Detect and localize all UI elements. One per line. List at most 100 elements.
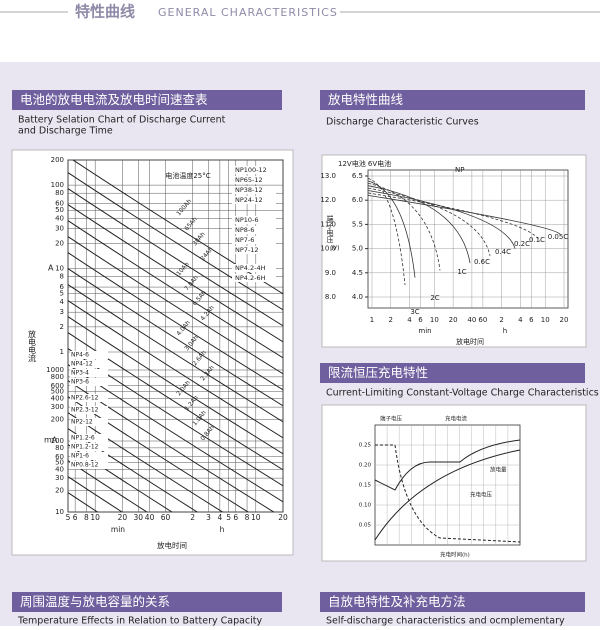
y-tick-label: 800: [51, 373, 64, 381]
y-tick-label: 300: [51, 403, 64, 411]
label-bg: [232, 186, 276, 194]
y-tick-label: 0.20: [359, 463, 372, 469]
label-bg: [70, 351, 108, 359]
x-tick-label: 10: [90, 513, 100, 522]
y-tick-label: 10: [55, 265, 64, 273]
chart-label: 端子电压: [380, 415, 403, 423]
section-title: 自放电特性及补充电方法: [328, 594, 466, 609]
section-subtitle: Battery Selation Chart of Discharge Curr…: [18, 115, 226, 126]
y-tick-label: 5.0: [352, 245, 363, 253]
curve: [367, 182, 441, 271]
x-tick-label: 8: [245, 513, 250, 522]
x-tick-label: 30: [134, 513, 144, 522]
label-bg: [70, 443, 108, 451]
axis-title: 放电时间: [157, 540, 187, 550]
y-tick-label: 30: [55, 225, 64, 233]
x-tick-label: 6: [73, 513, 78, 522]
model-label: NP4-6: [71, 352, 89, 359]
curve: [367, 178, 406, 285]
x-tick-label: 10: [430, 316, 439, 324]
curve: [68, 476, 123, 512]
unit-label: min: [418, 327, 431, 335]
section-title: 放电特性曲线: [328, 92, 404, 107]
model-label: NP2-12: [71, 419, 93, 426]
x-tick-label: 2: [499, 316, 503, 324]
y-tick-label: 80: [55, 444, 64, 452]
y-tick-label: 1: [60, 348, 64, 356]
chart-label: 充电电压: [470, 491, 493, 499]
x-tick-label: 4: [407, 316, 412, 324]
curve: [68, 252, 283, 391]
y-tick-label: 80: [55, 189, 64, 197]
y-tick-label: 50: [55, 206, 64, 214]
y-tick-label: 40: [55, 465, 64, 473]
curve: [374, 439, 521, 491]
model-label: NP7-6: [235, 236, 254, 244]
chart-header: NP: [455, 166, 464, 174]
section-subtitle: and Discharge Time: [18, 126, 113, 137]
curve-label: 2C: [430, 294, 439, 302]
section-bar: [320, 363, 585, 383]
model-label: NP65-12: [235, 176, 263, 184]
y-tick-label: 13.0: [320, 172, 336, 180]
curve: [367, 192, 541, 242]
model-label: NP4-12: [71, 361, 93, 368]
chart-label: 充电时间(h): [440, 551, 470, 559]
y-tick-label: 100: [51, 437, 64, 445]
curve: [68, 188, 283, 327]
curve: [68, 460, 148, 512]
y-tick-label: 50: [55, 458, 64, 466]
label-bg: [232, 246, 276, 254]
curve-label: 3C: [410, 308, 419, 316]
curve: [68, 236, 283, 375]
y-tick-label: 60: [55, 200, 64, 208]
curve: [367, 180, 416, 278]
curve: [68, 220, 283, 359]
x-tick-label: 6: [529, 316, 534, 324]
curve: [68, 396, 250, 512]
y-tick-label: 20: [55, 487, 64, 495]
x-tick-label: 1: [370, 316, 374, 324]
model-label: NP38-12: [235, 186, 263, 194]
label-bg: [70, 461, 108, 469]
model-label: NP100-12: [235, 166, 267, 174]
x-tick-label: 10: [541, 316, 550, 324]
section-bar: [320, 90, 585, 110]
y-tick-label: 9.0: [325, 269, 336, 277]
model-label: NP4.2-4H: [235, 264, 266, 272]
curve-label: 0.2C: [514, 240, 530, 248]
y-tick-label: 500: [51, 387, 64, 395]
x-tick-label: 5: [226, 513, 231, 522]
x-tick-label: 60: [161, 513, 171, 522]
section-title: 限流恒压充电特性: [328, 365, 428, 380]
x-tick-label: 3: [206, 513, 211, 522]
curve: [374, 449, 521, 541]
chart-box: [321, 154, 587, 348]
curve-label: 0.1C: [529, 236, 545, 244]
label-bg: [232, 274, 276, 282]
axis-title: 放电电流: [28, 329, 37, 363]
y-tick-label: 8: [60, 273, 64, 281]
y-tick-label: 600: [51, 382, 64, 390]
label-bg: [232, 236, 276, 244]
y-tick-label: 2: [60, 323, 64, 331]
curve: [68, 492, 99, 512]
curve: [68, 284, 283, 423]
model-label: NP0.8-12: [71, 462, 99, 469]
label-bg: [232, 216, 276, 224]
unit-label: h: [503, 327, 507, 335]
model-label: NP7-12: [235, 246, 259, 254]
x-tick-label: 20: [449, 316, 458, 324]
plot-frame: [367, 169, 569, 309]
label-bg: [70, 378, 108, 386]
y-tick-label: 5.5: [352, 220, 363, 228]
y-tick-label: 20: [55, 239, 64, 247]
chart-header: 12V电池 6V电池: [338, 159, 391, 168]
y-tick-label: 6.5: [352, 172, 363, 180]
x-tick-label: 20: [118, 513, 128, 522]
model-label: NP1.2-12: [71, 444, 99, 451]
section-subtitle: Self-discharge characteristics and ocmpl…: [326, 616, 565, 627]
y-tick-label: 12.0: [320, 196, 336, 204]
y-tick-label: 8.0: [325, 293, 336, 301]
